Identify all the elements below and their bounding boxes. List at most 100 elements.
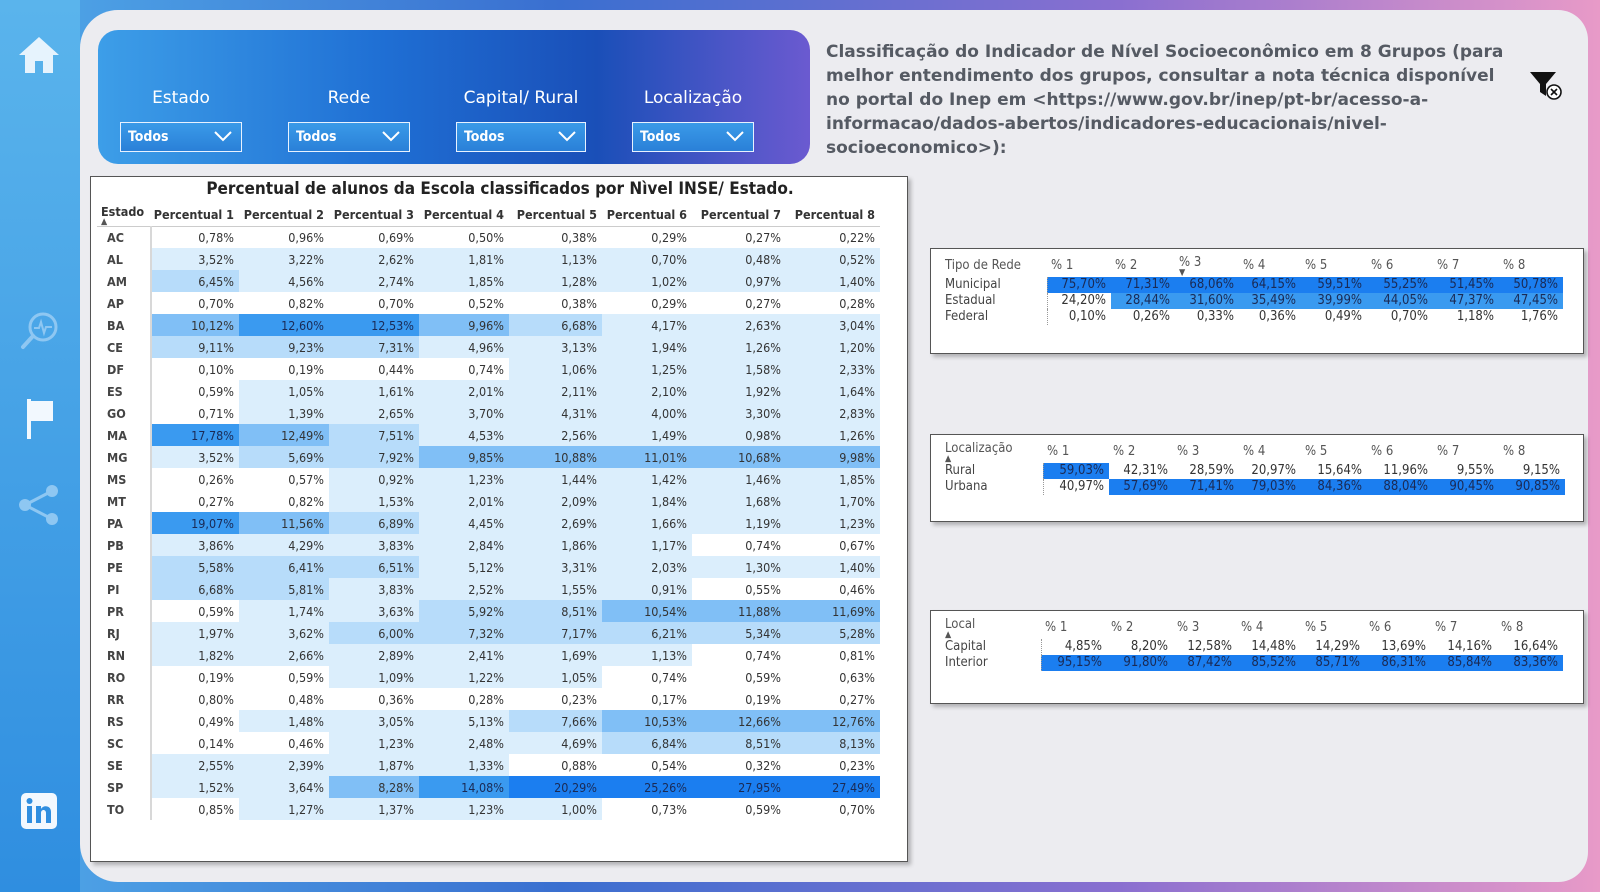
table-row[interactable]: Federal 0,10% 0,26% 0,33% 0,36% 0,49% 0,70% 1,1… (941, 309, 1563, 325)
table-cell: 6,68% (151, 578, 239, 600)
table-cell: 1,26% (692, 336, 786, 358)
table-row[interactable]: RS 0,49% 1,48% 3,05% 5,13% 7,66% 10,53% 12,66% 1… (97, 710, 880, 732)
table-row[interactable]: MS 0,26% 0,57% 0,92% 1,23% 1,44% 1,42% 1,46% 1,8… (97, 468, 880, 490)
column-header[interactable]: % 2 (1115, 257, 1138, 273)
table-cell: 20,29% (509, 776, 602, 798)
table-row[interactable]: Estadual 24,20% 28,44% 31,60% 35,49% 39,99% 44… (941, 293, 1563, 309)
table-row[interactable]: AP 0,70% 0,82% 0,70% 0,52% 0,38% 0,29% 0,27% 0,2… (97, 292, 880, 314)
table-row[interactable]: TO 0,85% 1,27% 1,37% 1,23% 1,00% 0,73% 0,59% 0,7… (97, 798, 880, 820)
table-row[interactable]: PA 19,07% 11,56% 6,89% 4,45% 2,69% 1,66% 1,19% 1… (97, 512, 880, 534)
column-header[interactable]: % 3 (1177, 443, 1200, 459)
column-header[interactable]: % 1 (1047, 443, 1070, 459)
flag-icon[interactable] (14, 394, 64, 444)
column-header[interactable]: Percentual 5 (509, 204, 602, 227)
table-row[interactable]: GO 0,71% 1,39% 2,65% 3,70% 4,31% 4,00% 3,30% 2,8… (97, 402, 880, 424)
table-cell: 0,38% (509, 226, 602, 248)
column-header[interactable]: % 8 (1503, 443, 1526, 459)
column-header[interactable]: % 6 (1369, 619, 1392, 635)
table-row[interactable]: Interior 95,15% 91,80% 87,42% 85,52% 85,71% 86… (941, 655, 1563, 671)
column-header[interactable]: % 4 (1243, 257, 1266, 273)
table-row[interactable]: Capital 4,85% 8,20% 12,58% 14,48% 14,29% 13,69… (941, 639, 1563, 655)
column-header[interactable]: Percentual 1 (151, 204, 239, 227)
column-header[interactable]: % 2 (1111, 619, 1134, 635)
column-header[interactable]: % 5 (1305, 257, 1328, 273)
share-icon[interactable] (14, 480, 64, 530)
table-cell: 2,83% (786, 402, 880, 424)
table-row[interactable]: Rural 59,03% 42,31% 28,59% 20,97% 15,64% 11,96… (941, 463, 1565, 479)
column-header[interactable]: % 6 (1371, 257, 1394, 273)
table-row[interactable]: RR 0,80% 0,48% 0,36% 0,28% 0,23% 0,17% 0,19% 0,2… (97, 688, 880, 710)
table-row[interactable]: PI 6,68% 5,81% 3,83% 2,52% 1,55% 0,91% 0,55% 0,4… (97, 578, 880, 600)
table-row[interactable]: RO 0,19% 0,59% 1,09% 1,22% 1,05% 0,74% 0,59% 0,6… (97, 666, 880, 688)
column-header[interactable]: % 6 (1371, 443, 1394, 459)
column-header[interactable]: % 1 (1051, 257, 1074, 273)
home-icon[interactable] (14, 30, 64, 80)
chevron-down-icon (382, 131, 400, 142)
table-row[interactable]: PR 0,59% 1,74% 3,63% 5,92% 8,51% 10,54% 11,88% 1… (97, 600, 880, 622)
table-row[interactable]: CE 9,11% 9,23% 7,31% 4,96% 3,13% 1,94% 1,26% 1,2… (97, 336, 880, 358)
column-header[interactable]: % 7 (1437, 257, 1460, 273)
table-row[interactable]: SE 2,55% 2,39% 1,87% 1,33% 0,88% 0,54% 0,32% 0,2… (97, 754, 880, 776)
table-row[interactable]: ES 0,59% 1,05% 1,61% 2,01% 2,11% 2,10% 1,92% 1,6… (97, 380, 880, 402)
table-row[interactable]: AM 6,45% 4,56% 2,74% 1,85% 1,28% 1,02% 0,97% 1,4… (97, 270, 880, 292)
table-row[interactable]: Urbana 40,97% 57,69% 71,41% 79,03% 84,36% 88,0… (941, 479, 1565, 495)
estado-dropdown[interactable]: Todos (120, 122, 242, 152)
table-row[interactable]: PE 5,58% 6,41% 6,51% 5,12% 3,31% 2,03% 1,30% 1,4… (97, 556, 880, 578)
linkedin-icon[interactable] (14, 786, 64, 836)
column-header[interactable]: % 4 (1241, 619, 1264, 635)
sort-arrow-icon: ▼ (1179, 267, 1186, 278)
column-header[interactable]: Percentual 7 (692, 204, 786, 227)
column-header[interactable]: Percentual 2 (239, 204, 329, 227)
search-chart-icon[interactable] (14, 306, 64, 356)
column-header[interactable]: Percentual 3 (329, 204, 419, 227)
table-row[interactable]: AL 3,52% 3,22% 2,62% 1,81% 1,13% 0,70% 0,48% 0,5… (97, 248, 880, 270)
column-header[interactable]: Tipo de Rede (945, 257, 1021, 273)
table-row[interactable]: SP 1,52% 3,64% 8,28% 14,08% 20,29% 25,26% 27,95… (97, 776, 880, 798)
column-header[interactable]: % 8 (1501, 619, 1524, 635)
table-cell: 1,86% (509, 534, 602, 556)
column-header[interactable]: Percentual 8 (786, 204, 880, 227)
table-cell: 1,66% (602, 512, 692, 534)
column-header[interactable]: % 4 (1243, 443, 1266, 459)
table-row[interactable]: MT 0,27% 0,82% 1,53% 2,01% 2,09% 1,84% 1,68% 1,7… (97, 490, 880, 512)
table-cell: 42,31% (1109, 463, 1173, 479)
slicer-panel: Estado Todos Rede Todos Capital/ Rural T… (98, 30, 810, 164)
table-row[interactable]: BA 10,12% 12,60% 12,53% 9,96% 6,68% 4,17% 2,63%… (97, 314, 880, 336)
table-row[interactable]: SC 0,14% 0,46% 1,23% 2,48% 4,69% 6,84% 8,51% 8,1… (97, 732, 880, 754)
table-cell: 4,29% (239, 534, 329, 556)
table-cell: 4,17% (602, 314, 692, 336)
column-header[interactable]: Local ▲ (941, 615, 1041, 640)
localizacao-dropdown[interactable]: Todos (632, 122, 754, 152)
table-row[interactable]: RN 1,82% 2,66% 2,89% 2,41% 1,69% 1,13% 0,74% 0,8… (97, 644, 880, 666)
column-header[interactable]: % 5 (1305, 443, 1328, 459)
capital-rural-dropdown[interactable]: Todos (456, 122, 586, 152)
table-row[interactable]: PB 3,86% 4,29% 3,83% 2,84% 1,86% 1,17% 0,74% 0,6… (97, 534, 880, 556)
column-header[interactable]: % 1 (1045, 619, 1068, 635)
column-header[interactable]: Localização ▲ (941, 439, 1043, 464)
rede-dropdown[interactable]: Todos (288, 122, 410, 152)
table-row[interactable]: AC 0,78% 0,96% 0,69% 0,50% 0,38% 0,29% 0,27% 0,2… (97, 226, 880, 248)
column-header[interactable]: % 3 (1177, 619, 1200, 635)
column-header[interactable]: Estado ▲ (97, 204, 151, 227)
table-cell: 3,52% (151, 446, 239, 468)
column-header[interactable]: Percentual 4 (419, 204, 509, 227)
table-cell: 7,51% (329, 424, 419, 446)
column-header[interactable]: % 3 ▼ (1175, 253, 1239, 278)
table-row[interactable]: Municipal 75,70% 71,31% 68,06% 64,15% 59,51% 5… (941, 277, 1563, 293)
rede-table-panel: Tipo de Rede % 1 % 2 % 3 ▼% 4 % 5 % 6 % 7 % 8 Mu… (930, 248, 1584, 354)
table-row[interactable]: RJ 1,97% 3,62% 6,00% 7,32% 7,17% 6,21% 5,34% 5,2… (97, 622, 880, 644)
table-cell: 6,00% (329, 622, 419, 644)
column-header[interactable]: % 5 (1305, 619, 1328, 635)
table-cell: 25,26% (602, 776, 692, 798)
table-row[interactable]: MA 17,78% 12,49% 7,51% 4,53% 2,56% 1,49% 0,98% 1… (97, 424, 880, 446)
column-header[interactable]: % 7 (1435, 619, 1458, 635)
table-cell: 85,84% (1431, 655, 1497, 671)
column-header[interactable]: Percentual 6 (602, 204, 692, 227)
table-row[interactable]: DF 0,10% 0,19% 0,44% 0,74% 1,06% 1,25% 1,58% 2,3… (97, 358, 880, 380)
table-row[interactable]: MG 3,52% 5,69% 7,92% 9,85% 10,88% 11,01% 10,68%… (97, 446, 880, 468)
table-cell: 1,81% (419, 248, 509, 270)
clear-filter-icon[interactable] (1528, 70, 1564, 106)
column-header[interactable]: % 8 (1503, 257, 1526, 273)
column-header[interactable]: % 7 (1437, 443, 1460, 459)
column-header[interactable]: % 2 (1113, 443, 1136, 459)
